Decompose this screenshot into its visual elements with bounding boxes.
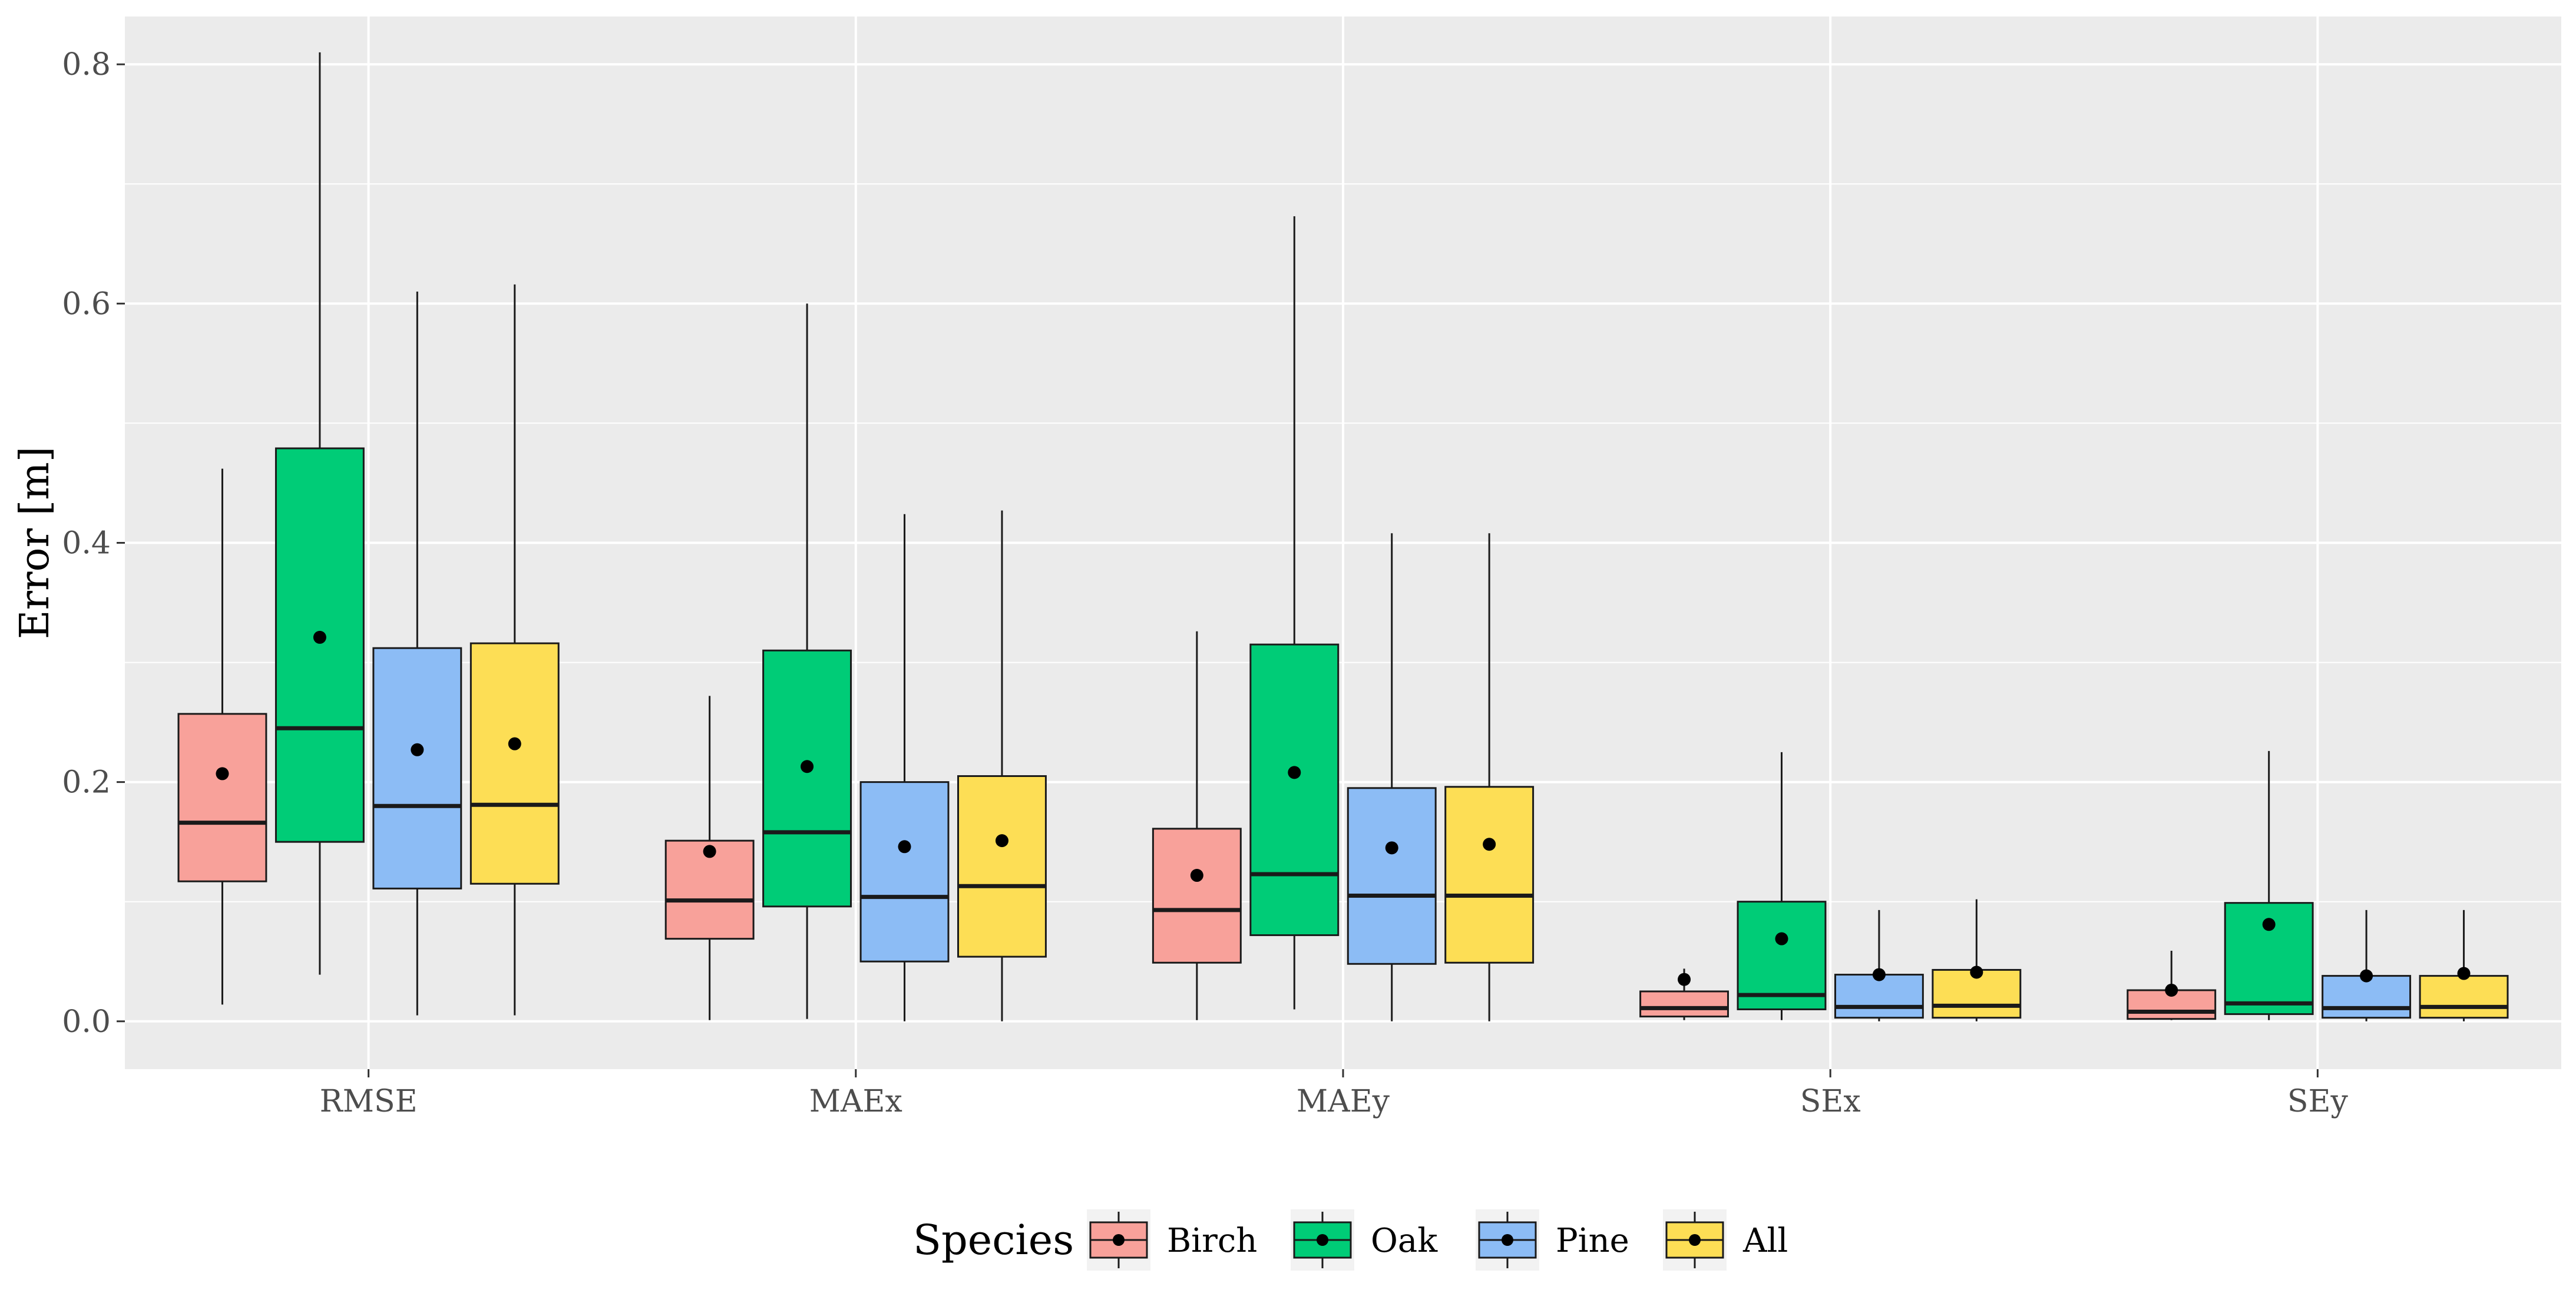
mean-point xyxy=(1385,841,1398,855)
box-oak-sey xyxy=(2224,750,2314,1020)
mean-point xyxy=(2457,967,2471,980)
mean-point xyxy=(313,630,326,644)
box-all-rmse xyxy=(469,284,560,1016)
x-tick-label: MAEx xyxy=(809,1084,902,1119)
legend-label: Birch xyxy=(1167,1222,1257,1260)
box-all-maey xyxy=(1444,533,1535,1021)
grid-layer xyxy=(125,16,2561,1069)
box-birch-maey xyxy=(1152,631,1242,1020)
box-all-sey xyxy=(2419,910,2509,1021)
x-axis: RMSE MAEx MAEy SEx SEy xyxy=(320,1069,2349,1119)
box-body xyxy=(1639,990,1729,1018)
legend-item-all[interactable]: All xyxy=(1663,1209,1788,1271)
box-body xyxy=(372,647,462,889)
box-body xyxy=(762,649,852,908)
legend[interactable]: Species Birch Oak Pine All xyxy=(913,1209,1788,1271)
box-body xyxy=(2224,902,2314,1016)
y-axis-title: Error [m] xyxy=(12,447,58,639)
mean-point xyxy=(216,767,229,781)
mean-point xyxy=(1775,932,1788,945)
mean-point xyxy=(1872,968,1886,981)
box-body xyxy=(957,775,1047,958)
box-body xyxy=(177,713,267,882)
box-body xyxy=(2419,975,2509,1019)
mean-point xyxy=(411,743,424,756)
legend-key-mean xyxy=(1317,1234,1328,1246)
mean-point xyxy=(508,737,521,750)
legend-label: Pine xyxy=(1556,1222,1629,1260)
box-pine-maex xyxy=(859,514,950,1021)
legend-key-mean xyxy=(1113,1234,1125,1246)
mean-point xyxy=(1970,965,1983,979)
box-oak-sex xyxy=(1737,752,1827,1020)
x-tick-label: MAEy xyxy=(1297,1084,1390,1119)
x-tick-label: SEx xyxy=(1800,1084,1861,1119)
mean-point xyxy=(2165,983,2178,997)
legend-item-oak[interactable]: Oak xyxy=(1291,1209,1438,1271)
box-body xyxy=(1249,643,1340,937)
mean-point xyxy=(1288,766,1301,779)
box-pine-rmse xyxy=(372,292,462,1016)
mean-point xyxy=(2262,918,2276,931)
x-tick-label: SEy xyxy=(2287,1084,2349,1119)
legend-item-pine[interactable]: Pine xyxy=(1476,1209,1629,1271)
box-body xyxy=(469,642,560,885)
box-oak-rmse xyxy=(275,52,365,975)
box-birch-rmse xyxy=(177,468,267,1005)
box-birch-sey xyxy=(2127,950,2217,1020)
x-tick-label: RMSE xyxy=(320,1084,418,1119)
y-tick-label: 0.0 xyxy=(62,1004,111,1040)
y-axis: 0.0 0.2 0.4 0.6 0.8 xyxy=(62,47,125,1040)
box-oak-maex xyxy=(762,303,852,1019)
box-all-sex xyxy=(1932,899,2022,1021)
y-tick-label: 0.8 xyxy=(62,47,111,82)
mean-point xyxy=(801,760,814,773)
box-body xyxy=(1152,828,1242,964)
box-pine-sex xyxy=(1834,910,1924,1021)
mean-point xyxy=(995,834,1008,848)
legend-label: All xyxy=(1742,1222,1788,1260)
box-pine-sey xyxy=(2322,910,2412,1021)
box-birch-maex xyxy=(664,696,755,1020)
mean-point xyxy=(898,840,911,854)
box-body xyxy=(859,781,950,963)
legend-title: Species xyxy=(913,1216,1074,1264)
box-body xyxy=(1347,787,1437,965)
y-tick-label: 0.4 xyxy=(62,526,111,561)
box-body xyxy=(1737,901,1827,1010)
legend-key-mean xyxy=(1689,1234,1701,1246)
mean-point xyxy=(1190,869,1203,882)
y-tick-label: 0.2 xyxy=(62,765,111,801)
box-body xyxy=(1444,786,1535,964)
box-birch-sex xyxy=(1639,968,1729,1020)
mean-point xyxy=(703,845,716,858)
box-body xyxy=(275,447,365,843)
legend-label: Oak xyxy=(1371,1222,1438,1260)
mean-point xyxy=(1678,973,1691,986)
box-body xyxy=(2322,975,2412,1019)
box-oak-maey xyxy=(1249,216,1340,1010)
legend-key-mean xyxy=(1502,1234,1513,1246)
box-pine-maey xyxy=(1347,533,1437,1021)
boxes-layer xyxy=(177,52,2509,1021)
box-all-maex xyxy=(957,510,1047,1021)
box-body xyxy=(1834,974,1924,1019)
mean-point xyxy=(1483,838,1496,851)
mean-point xyxy=(2360,969,2373,983)
legend-item-birch[interactable]: Birch xyxy=(1087,1209,1257,1271)
y-tick-label: 0.6 xyxy=(62,286,111,322)
